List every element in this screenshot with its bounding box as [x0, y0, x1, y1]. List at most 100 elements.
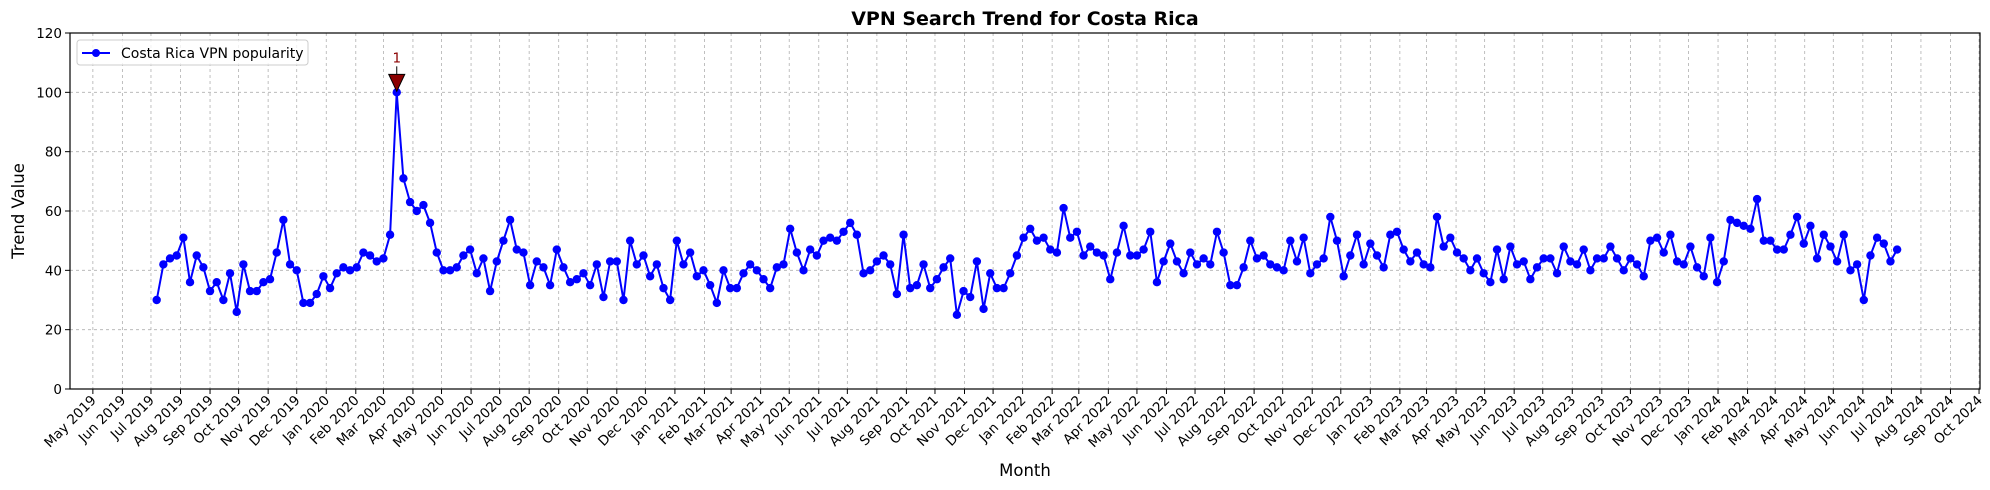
- data-point: [525, 280, 535, 290]
- data-point: [1479, 269, 1488, 278]
- data-point: [1299, 233, 1308, 242]
- data-point: [1072, 227, 1082, 236]
- data-point: [1472, 254, 1482, 263]
- data-point: [966, 292, 975, 302]
- data-point: [1772, 245, 1782, 254]
- data-point: [939, 263, 948, 272]
- data-point: [1306, 269, 1315, 278]
- data-point: [1046, 245, 1055, 254]
- data-point: [1312, 260, 1322, 269]
- data-point: [1106, 275, 1115, 284]
- data-point: [432, 248, 441, 257]
- data-point: [459, 251, 468, 260]
- data-point: [565, 278, 575, 287]
- legend-marker-icon: [92, 49, 100, 57]
- data-point: [385, 230, 395, 239]
- data-point: [886, 260, 895, 269]
- data-point: [1732, 218, 1742, 228]
- data-point: [1099, 251, 1108, 260]
- data-point: [1119, 221, 1128, 231]
- data-point: [192, 251, 201, 260]
- data-point: [599, 292, 608, 302]
- data-point: [919, 260, 928, 269]
- annotation-label: 1: [392, 50, 401, 66]
- data-point: [1326, 212, 1335, 222]
- data-point: [1179, 269, 1188, 278]
- data-point: [1519, 257, 1528, 266]
- data-point: [1846, 266, 1855, 275]
- data-point: [1719, 257, 1728, 266]
- data-point: [625, 236, 635, 245]
- data-point: [926, 283, 935, 293]
- data-point: [1872, 233, 1882, 242]
- data-point: [952, 310, 962, 320]
- data-point: [312, 289, 321, 299]
- data-point: [265, 275, 275, 284]
- data-point: [199, 263, 208, 272]
- data-point: [225, 269, 235, 278]
- data-point: [1679, 260, 1688, 269]
- data-point: [1866, 251, 1875, 260]
- data-point: [1792, 212, 1802, 222]
- data-point: [1146, 227, 1155, 236]
- data-point: [1759, 236, 1768, 245]
- data-point: [605, 257, 615, 266]
- data-point: [1859, 295, 1868, 305]
- y-tick-label: 60: [45, 204, 62, 220]
- data-point: [332, 269, 341, 278]
- data-point: [1186, 248, 1195, 257]
- data-point: [1672, 257, 1682, 266]
- data-point: [1026, 224, 1035, 233]
- data-point: [832, 236, 842, 245]
- peak-triangle-marker-icon: [387, 73, 406, 93]
- data-point: [439, 266, 448, 275]
- data-point: [1246, 236, 1255, 245]
- data-point: [1332, 236, 1342, 245]
- data-point: [1392, 227, 1402, 236]
- data-point: [725, 283, 735, 293]
- legend-box: [76, 39, 309, 66]
- data-point: [1019, 233, 1028, 242]
- data-point: [559, 263, 568, 272]
- data-point: [292, 266, 301, 275]
- annotation-group: 1: [387, 50, 406, 93]
- data-point: [1599, 254, 1608, 263]
- data-point: [425, 218, 435, 228]
- data-point: [1779, 245, 1788, 254]
- data-point: [639, 251, 648, 260]
- data-point: [219, 295, 228, 305]
- y-tick-label: 120: [36, 26, 62, 42]
- data-point: [712, 298, 722, 308]
- data-point: [1466, 266, 1475, 275]
- data-point: [972, 257, 982, 266]
- data-point: [1372, 251, 1382, 260]
- data-point: [839, 227, 848, 236]
- data-point: [1632, 260, 1642, 269]
- data-point: [245, 286, 255, 296]
- data-point: [1359, 260, 1368, 269]
- data-point: [752, 266, 762, 275]
- data-point: [1199, 254, 1208, 263]
- data-point: [879, 251, 888, 260]
- y-axis-label: Trend Value: [9, 163, 28, 260]
- data-point: [465, 245, 475, 254]
- data-point: [1506, 242, 1515, 251]
- data-point: [539, 263, 548, 272]
- data-point: [986, 269, 995, 278]
- data-point: [692, 272, 702, 281]
- data-point: [906, 283, 915, 293]
- data-point: [1572, 260, 1582, 269]
- data-point: [299, 298, 308, 308]
- data-point: [1612, 254, 1622, 263]
- data-point: [819, 236, 828, 245]
- data-point: [1412, 248, 1422, 257]
- data-point: [719, 266, 728, 275]
- data-point: [1259, 251, 1268, 260]
- data-point: [1852, 260, 1862, 269]
- data-point: [272, 248, 281, 257]
- data-point: [1212, 227, 1222, 236]
- data-point: [1786, 230, 1795, 239]
- data-point: [1086, 242, 1095, 251]
- data-point: [485, 286, 495, 296]
